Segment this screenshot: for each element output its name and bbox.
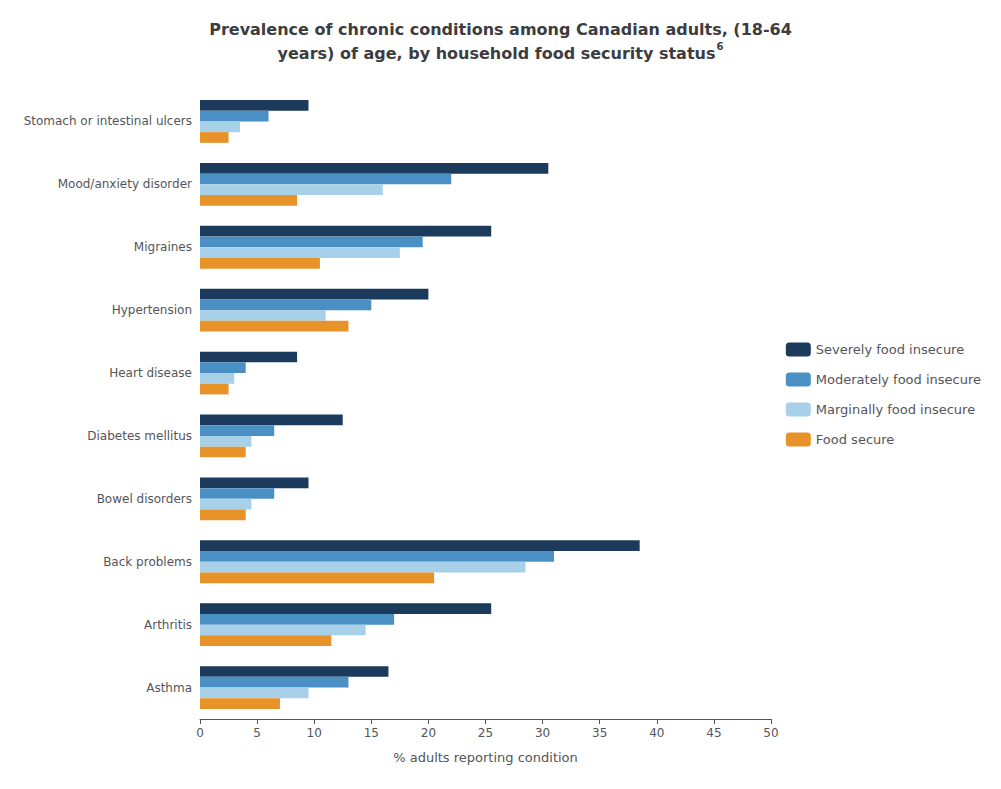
- svg-text:Bowel disorders: Bowel disorders: [97, 492, 192, 506]
- svg-text:20: 20: [421, 726, 436, 740]
- svg-text:Severely food insecure: Severely food insecure: [816, 342, 964, 357]
- svg-text:Stomach or intestinal ulcers: Stomach or intestinal ulcers: [24, 114, 192, 128]
- svg-text:years) of age, by household fo: years) of age, by household food securit…: [278, 44, 716, 63]
- svg-text:25: 25: [478, 726, 493, 740]
- svg-text:35: 35: [592, 726, 607, 740]
- svg-text:6: 6: [716, 41, 723, 52]
- svg-text:30: 30: [535, 726, 550, 740]
- svg-text:Diabetes mellitus: Diabetes mellitus: [87, 429, 192, 443]
- svg-text:45: 45: [706, 726, 721, 740]
- svg-text:50: 50: [763, 726, 778, 740]
- svg-text:Mood/anxiety disorder: Mood/anxiety disorder: [58, 177, 192, 191]
- svg-text:Arthritis: Arthritis: [144, 618, 192, 632]
- svg-text:Marginally food insecure: Marginally food insecure: [816, 402, 975, 417]
- svg-text:Migraines: Migraines: [134, 240, 192, 254]
- svg-text:40: 40: [649, 726, 664, 740]
- svg-text:Hypertension: Hypertension: [112, 303, 192, 317]
- svg-text:Asthma: Asthma: [146, 681, 192, 695]
- svg-text:Moderately food insecure: Moderately food insecure: [816, 372, 981, 387]
- svg-text:5: 5: [253, 726, 261, 740]
- svg-text:Prevalence of chronic conditio: Prevalence of chronic conditions among C…: [209, 20, 792, 39]
- svg-text:Back problems: Back problems: [103, 555, 192, 569]
- svg-text:0: 0: [196, 726, 204, 740]
- svg-text:10: 10: [307, 726, 322, 740]
- svg-text:15: 15: [364, 726, 379, 740]
- svg-text:% adults reporting condition: % adults reporting condition: [393, 750, 578, 765]
- svg-text:Food secure: Food secure: [816, 432, 895, 447]
- svg-text:Heart disease: Heart disease: [109, 366, 192, 380]
